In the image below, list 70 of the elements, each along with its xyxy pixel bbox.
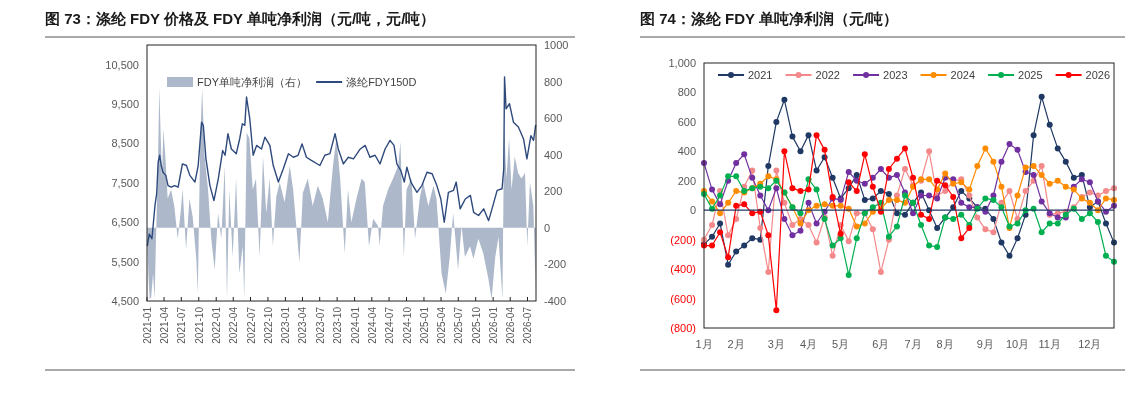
- y2-tick-label: 600: [544, 112, 563, 125]
- x-tick-label: 2025-01: [418, 306, 430, 344]
- x-tick-label: 2022-04: [228, 306, 240, 344]
- y-tick-label: (800): [670, 322, 696, 334]
- chart-title: 图 74：涤纶 FDY 单吨净利润（元/吨）: [640, 10, 899, 27]
- x-tick-label: 2026-01: [488, 306, 500, 344]
- legend-label: 2021: [748, 69, 773, 81]
- y-tick-label: 8,500: [111, 137, 139, 150]
- x-tick-label: 2023-04: [297, 306, 309, 344]
- y-tick-label: 0: [689, 204, 696, 217]
- y-tick-label: 600: [677, 115, 696, 128]
- x-tick-label: 2021-01: [142, 306, 153, 344]
- y2-tick-label: 1000: [544, 39, 569, 51]
- legend-label: 2023: [883, 69, 908, 81]
- legend-label: 涤纶FDY150D: [346, 76, 417, 88]
- y-tick-label: 800: [677, 86, 696, 99]
- x-tick-label: 2025-10: [470, 306, 482, 344]
- y-tick-label: 10,500: [105, 58, 139, 71]
- y-tick-label: 5,500: [111, 255, 139, 268]
- x-tick-label: 2022-01: [211, 306, 223, 344]
- x-tick-label: 2026-07: [522, 306, 534, 344]
- x-tick-label: 1月: [695, 338, 713, 350]
- y-tick-label: 9,500: [111, 98, 139, 111]
- y2-tick-label: 200: [544, 185, 563, 198]
- legend-label: 2022: [815, 69, 840, 81]
- x-tick-label: 2023-10: [332, 306, 344, 344]
- x-tick-label: 2021-04: [159, 306, 171, 344]
- y2-tick-label: 800: [544, 75, 563, 88]
- y-tick-label: (600): [670, 292, 696, 305]
- x-tick-label: 2023-01: [280, 306, 292, 344]
- x-tick-label: 3月: [767, 338, 785, 350]
- legend-label: FDY单吨净利润（右）: [197, 76, 307, 88]
- x-tick-label: 6月: [872, 338, 890, 350]
- chart-title: 图 73：涤纶 FDY 价格及 FDY 单吨净利润（元/吨，元/吨）: [45, 10, 436, 27]
- x-tick-label: 7月: [904, 338, 922, 350]
- y-tick-label: (200): [670, 233, 696, 246]
- legend-label: 2025: [1018, 69, 1043, 81]
- x-tick-label: 9月: [976, 338, 994, 350]
- x-tick-label: 4月: [799, 338, 818, 350]
- y-tick-label: 6,500: [111, 216, 139, 229]
- x-tick-label: 2022-07: [245, 306, 257, 344]
- y-tick-label: 1,000: [668, 57, 696, 69]
- y2-tick-label: 0: [544, 221, 551, 234]
- y-tick-label: 4,500: [111, 295, 139, 307]
- x-tick-label: 8月: [936, 338, 954, 350]
- y-tick-label: 200: [677, 174, 696, 187]
- x-tick-label: 2023-07: [314, 306, 326, 344]
- legend-label: 2024: [950, 69, 976, 81]
- x-tick-label: 11月: [1038, 338, 1061, 350]
- y-tick-label: 400: [677, 145, 696, 158]
- x-tick-label: 12月: [1078, 338, 1102, 350]
- y2-tick-label: -200: [544, 258, 567, 271]
- x-tick-label: 2025-07: [453, 306, 465, 344]
- y-tick-label: 7,500: [111, 176, 139, 189]
- x-tick-label: 2021-07: [176, 306, 188, 344]
- y2-tick-label: 400: [544, 148, 563, 161]
- x-tick-label: 2025-04: [436, 306, 448, 344]
- y-tick-label: (400): [670, 263, 696, 276]
- x-tick-label: 2022-10: [262, 306, 274, 344]
- x-tick-label: 2021-10: [193, 306, 205, 344]
- x-tick-label: 2024-01: [349, 306, 361, 344]
- legend-label: 2026: [1085, 69, 1111, 81]
- x-tick-label: 2月: [727, 338, 745, 350]
- x-tick-label: 2024-07: [384, 306, 396, 344]
- x-tick-label: 2024-10: [401, 306, 413, 344]
- x-tick-label: 10月: [1005, 338, 1030, 350]
- x-tick-label: 2026-04: [505, 306, 517, 344]
- x-tick-label: 2024-04: [366, 306, 378, 344]
- x-tick-label: 5月: [832, 338, 850, 350]
- y2-tick-label: -400: [544, 295, 567, 307]
